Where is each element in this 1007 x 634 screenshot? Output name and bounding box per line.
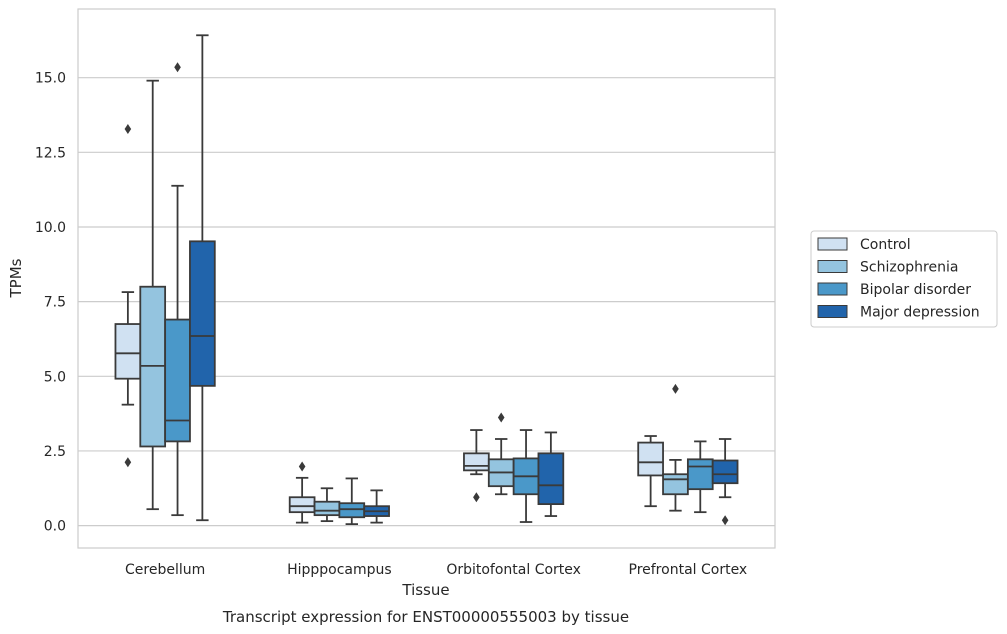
x-tick-label: Prefrontal Cortex xyxy=(629,562,748,578)
y-tick-label: 10.0 xyxy=(35,220,66,236)
box-group xyxy=(288,461,316,524)
box-group xyxy=(139,79,167,511)
box-group xyxy=(637,435,664,508)
outlier-point xyxy=(497,412,505,423)
outlier-point xyxy=(298,461,306,472)
box-iqr xyxy=(463,452,490,472)
y-tick-label: 0.0 xyxy=(44,519,66,535)
x-tick-label: Cerebellum xyxy=(125,562,205,578)
legend-label: Schizophrenia xyxy=(860,260,958,276)
box-iqr xyxy=(114,323,142,380)
box-iqr xyxy=(711,459,739,485)
y-tick-label: 2.5 xyxy=(44,444,66,460)
box-group xyxy=(164,62,191,517)
legend-frame xyxy=(810,230,998,328)
box-group xyxy=(537,431,565,517)
box-group xyxy=(114,124,142,468)
box-group xyxy=(363,489,390,524)
y-tick-label: 15.0 xyxy=(35,71,66,87)
legend-swatch xyxy=(817,237,848,251)
legend-label: Control xyxy=(860,237,911,253)
legend-label: Major depression xyxy=(860,305,980,321)
x-tick-labels: Cerebellum Hipppocampus Orbitofontal Corte… xyxy=(125,562,747,578)
outlier-point xyxy=(672,383,679,394)
x-tick-label: Hipppocampus xyxy=(287,562,392,578)
box-group xyxy=(711,438,739,526)
outlier-point xyxy=(174,62,181,73)
box-iqr xyxy=(662,473,689,496)
box-group xyxy=(313,487,341,523)
box-iqr xyxy=(313,500,341,517)
box-iqr xyxy=(686,458,714,491)
legend: Control Schizophrenia Bipolar disorder Majo… xyxy=(810,230,998,328)
x-tick-label: Orbitofontal Cortex xyxy=(446,562,581,578)
box-iqr xyxy=(637,441,664,477)
y-tick-labels: 0.0 2.5 5.0 7.5 10.0 12.5 15.0 xyxy=(35,71,66,535)
legend-swatch xyxy=(817,260,848,273)
y-tick-label: 7.5 xyxy=(44,295,66,311)
box-group xyxy=(463,429,490,503)
box-iqr xyxy=(288,496,316,514)
y-tick-label: 12.5 xyxy=(35,145,66,161)
x-axis-label: Tissue xyxy=(401,581,449,599)
box-iqr xyxy=(338,502,366,519)
outlier-point xyxy=(473,492,480,503)
gridlines xyxy=(78,77,775,527)
box-group xyxy=(686,440,714,514)
box-group xyxy=(338,477,366,526)
box-iqr xyxy=(537,452,565,506)
box-group xyxy=(512,429,540,523)
boxes xyxy=(114,34,739,526)
box-group xyxy=(487,412,515,496)
box-iqr xyxy=(189,240,216,387)
y-axis-label: TPMs xyxy=(7,258,25,298)
outlier-point xyxy=(124,457,132,468)
plot-area-frame xyxy=(77,8,776,549)
box-group xyxy=(189,34,216,522)
outlier-point xyxy=(721,515,729,526)
chart-title: Transcript expression for ENST0000055500… xyxy=(222,608,629,626)
legend-swatch xyxy=(817,282,848,296)
box-group xyxy=(662,383,689,512)
y-tick-label: 5.0 xyxy=(44,369,66,385)
legend-label: Bipolar disorder xyxy=(860,282,971,298)
legend-items: Control Schizophrenia Bipolar disorder Majo… xyxy=(817,237,980,321)
legend-swatch xyxy=(817,305,848,318)
outlier-point xyxy=(124,124,132,135)
box-iqr xyxy=(164,318,191,443)
